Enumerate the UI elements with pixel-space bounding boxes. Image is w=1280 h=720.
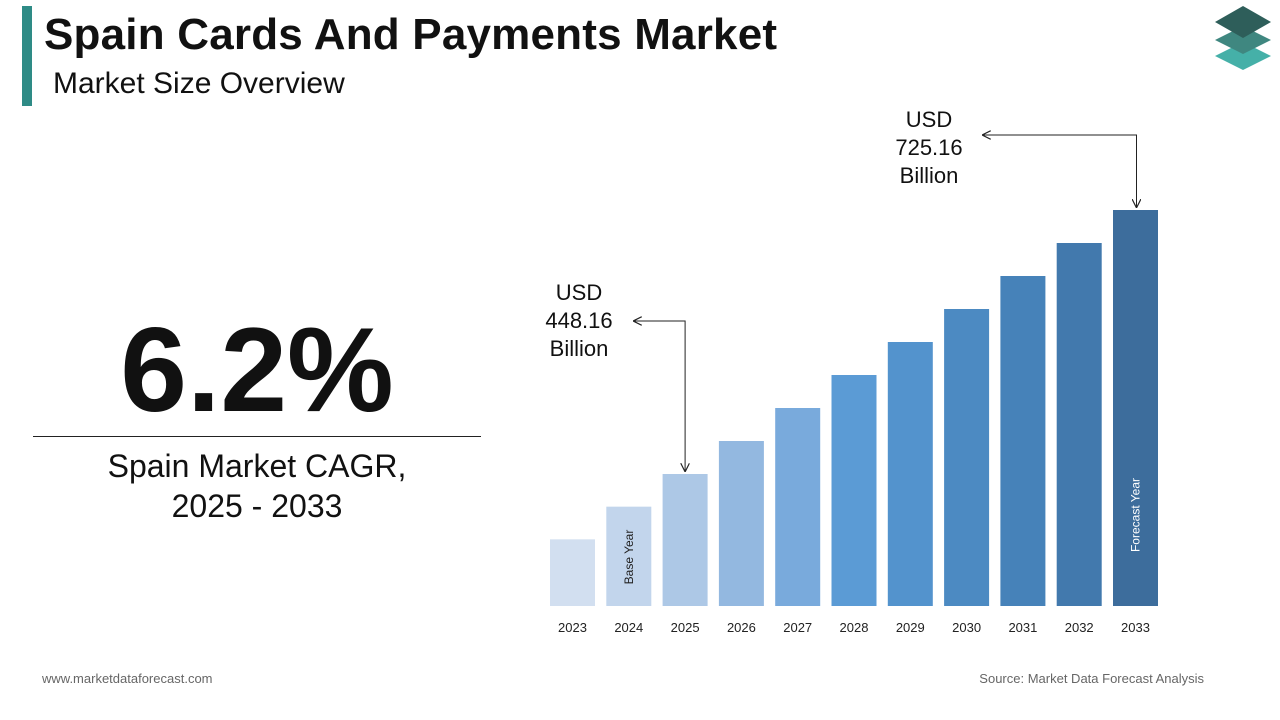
bar-2031 <box>1000 276 1046 606</box>
annotation-2033-line2: 725.16 <box>895 135 962 160</box>
bar-2028 <box>831 375 877 606</box>
x-tick-2033: 2033 <box>1121 620 1150 635</box>
footer-website[interactable]: www.marketdataforecast.com <box>42 671 213 686</box>
logo-layer-middle <box>1215 26 1271 54</box>
annotation-2025-line3: Billion <box>550 336 609 361</box>
cagr-label-line1: Spain Market CAGR, <box>107 448 407 484</box>
annotation-2033-line1: USD <box>906 107 952 132</box>
bar-2025 <box>662 474 708 606</box>
annotation-arrow-2025 <box>634 321 685 471</box>
bar-2023 <box>550 539 595 606</box>
bar-2029 <box>887 342 933 606</box>
x-tick-2026: 2026 <box>727 620 756 635</box>
bar-2032 <box>1056 243 1102 606</box>
x-tick-2024: 2024 <box>614 620 643 635</box>
bar-label-2024: Base Year <box>622 530 636 585</box>
cagr-label: Spain Market CAGR, 2025 - 2033 <box>33 446 481 526</box>
bar-2033 <box>1113 210 1158 606</box>
x-tick-2032: 2032 <box>1065 620 1094 635</box>
x-tick-labels: 2023 2024 2025 2026 2027 2028 2029 2030 2031 2032… <box>558 620 1150 635</box>
cagr-label-line2: 2025 - 2033 <box>171 488 343 524</box>
x-tick-2027: 2027 <box>783 620 812 635</box>
x-tick-2030: 2030 <box>952 620 981 635</box>
cagr-value: 6.2% <box>120 303 394 437</box>
page-title: Spain Cards And Payments Market <box>44 10 778 59</box>
annotation-2025-line1: USD <box>556 280 602 305</box>
bar-2027 <box>775 408 821 606</box>
bar-2024 <box>606 506 652 606</box>
logo-layer-bottom <box>1215 42 1271 70</box>
x-tick-2025: 2025 <box>671 620 700 635</box>
cagr-divider <box>33 436 481 437</box>
annotation-arrow-2033 <box>983 135 1137 207</box>
x-tick-2023: 2023 <box>558 620 587 635</box>
bar-label-2033: Forecast Year <box>1129 478 1143 552</box>
stacked-layers-icon <box>1215 6 1271 70</box>
annotations: USD 448.16 Billion USD 725.16 Billion <box>545 107 1136 471</box>
title-accent-bar <box>22 6 32 106</box>
x-tick-2031: 2031 <box>1008 620 1037 635</box>
footer-source: Source: Market Data Forecast Analysis <box>979 671 1204 686</box>
logo-layer-top <box>1215 6 1271 38</box>
x-tick-2028: 2028 <box>840 620 869 635</box>
bar-2026 <box>718 441 764 606</box>
page-subtitle: Market Size Overview <box>53 67 345 100</box>
annotation-2025-line2: 448.16 <box>545 308 612 333</box>
bar-2030 <box>944 309 990 606</box>
bar-labels: Base Year Forecast Year <box>622 478 1143 584</box>
x-tick-2029: 2029 <box>896 620 925 635</box>
bars-group <box>550 210 1158 606</box>
annotation-2033-line3: Billion <box>900 163 959 188</box>
